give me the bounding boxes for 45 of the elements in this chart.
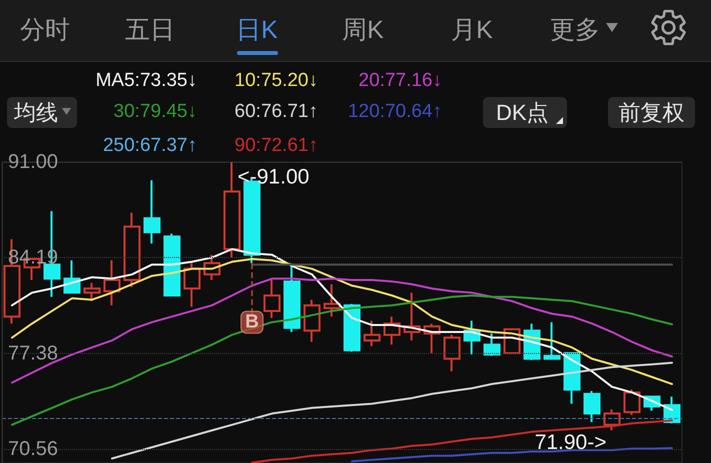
candlestick bbox=[544, 321, 560, 360]
line-series bbox=[11, 294, 673, 426]
button: DK点 bbox=[483, 97, 567, 128]
text: 10:75.20↓ bbox=[234, 69, 318, 93]
candlestick bbox=[584, 390, 600, 423]
legend-label: 250:67.37↑ bbox=[102, 134, 197, 158]
y-tick-label: 77.38 bbox=[8, 342, 58, 364]
text: 20:77.16↓ bbox=[358, 69, 442, 93]
y-tick-label: 91.00 bbox=[8, 151, 58, 173]
candlestick bbox=[304, 298, 320, 343]
text: 五日 bbox=[125, 15, 175, 46]
text: 30:79.45↓ bbox=[114, 100, 197, 124]
candlestick bbox=[144, 179, 160, 245]
text: 分时 bbox=[20, 15, 70, 46]
data-label: B bbox=[245, 312, 259, 333]
candlestick bbox=[104, 259, 120, 306]
text: 120:70.64↑ bbox=[348, 100, 442, 124]
text: 90:72.61↑ bbox=[234, 134, 318, 158]
candlestick bbox=[224, 161, 240, 259]
y-tick-label: 70.56 bbox=[8, 438, 58, 460]
annotation: 71.90-> bbox=[534, 430, 606, 454]
candlestick bbox=[184, 262, 200, 308]
annotation: <-91.00 bbox=[238, 166, 310, 188]
dropdown-button: 均线 bbox=[7, 97, 77, 128]
candlestick bbox=[164, 232, 180, 296]
candlestick bbox=[444, 334, 460, 372]
candlestick bbox=[364, 320, 380, 348]
line-series bbox=[251, 419, 673, 463]
button: 前复权 bbox=[608, 97, 695, 128]
candlestick bbox=[324, 283, 340, 318]
text: 日K bbox=[236, 15, 278, 46]
candlestick bbox=[604, 408, 620, 432]
text: 月K bbox=[451, 15, 493, 46]
text: 更多 bbox=[550, 15, 600, 46]
line-series bbox=[111, 362, 673, 460]
candlestick bbox=[124, 212, 140, 288]
candlestick bbox=[264, 279, 280, 319]
text: MA5:73.35↓ bbox=[96, 69, 197, 93]
candlestick bbox=[624, 388, 640, 416]
candlestick bbox=[484, 332, 500, 357]
candlestick bbox=[284, 264, 300, 334]
text: 60:76.71↑ bbox=[234, 100, 318, 124]
text: 周K bbox=[342, 15, 384, 46]
candlestick bbox=[84, 282, 100, 302]
line-series bbox=[11, 278, 673, 384]
